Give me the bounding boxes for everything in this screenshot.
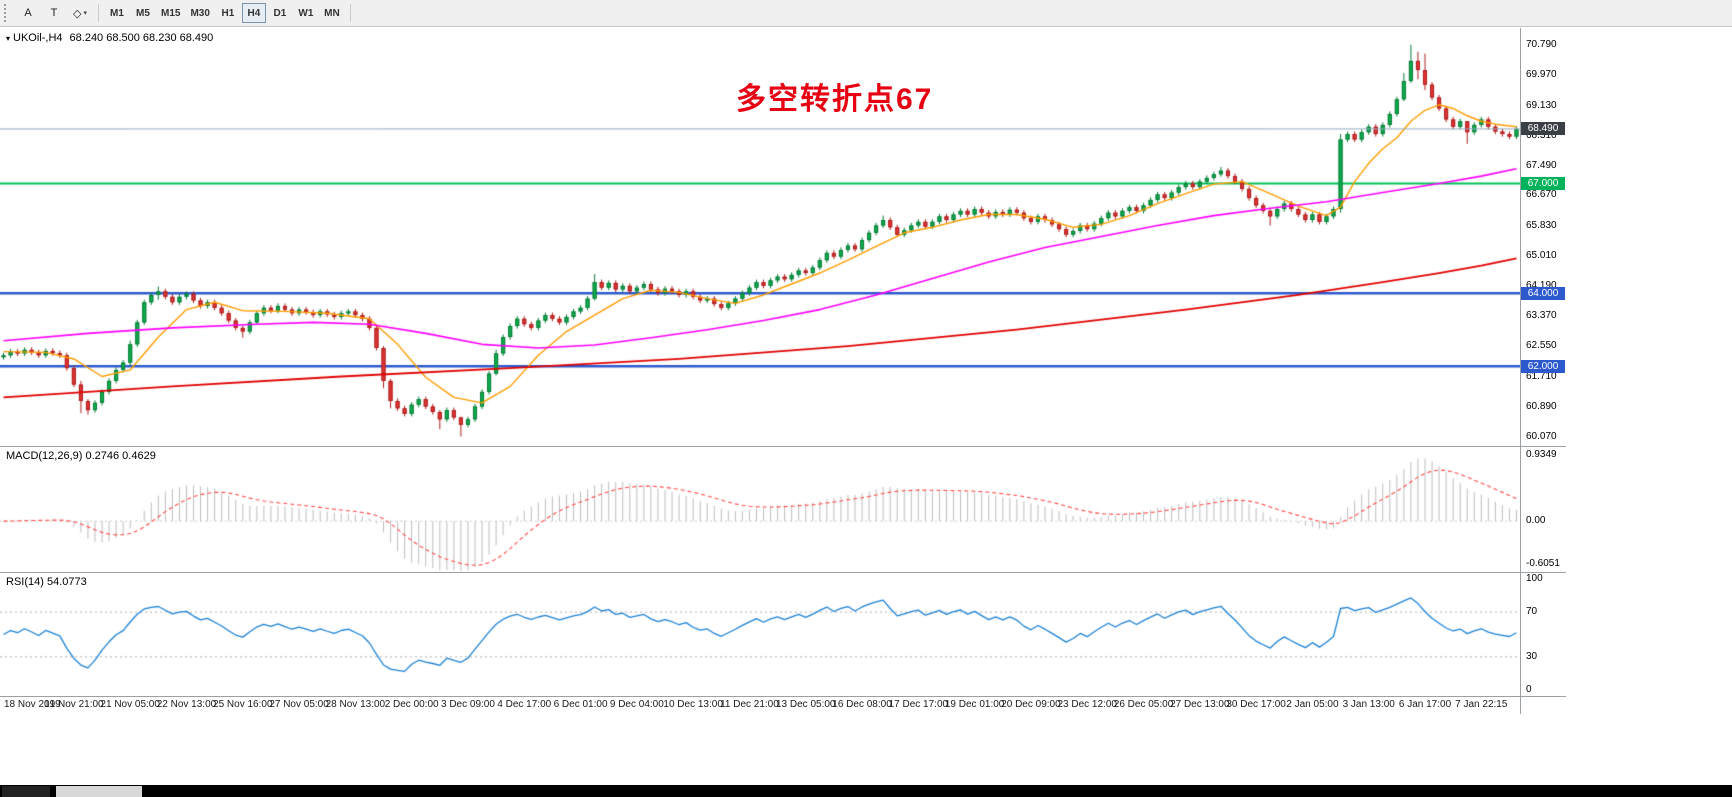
rsi-axis-label: 100 bbox=[1526, 572, 1543, 584]
price-tag-67000: 67.000 bbox=[1521, 176, 1565, 190]
time-axis-label: 16 Dec 08:00 bbox=[832, 699, 892, 710]
panel-divider-2[interactable] bbox=[0, 572, 1566, 573]
toolbar: A T ◇ ▾ M1 M5 M15 M30 H1 H4 D1 W1 MN bbox=[0, 0, 1732, 27]
time-axis-label: 9 Dec 04:00 bbox=[609, 699, 664, 710]
time-axis-label: 19 Dec 01:00 bbox=[944, 699, 1005, 710]
timeframe-d1-button[interactable]: D1 bbox=[268, 3, 292, 23]
time-axis-label: 4 Dec 17:00 bbox=[497, 699, 552, 710]
timeframe-m15-button[interactable]: M15 bbox=[157, 3, 184, 23]
time-axis-label: 3 Jan 13:00 bbox=[1342, 699, 1395, 710]
time-axis-divider bbox=[0, 696, 1566, 697]
price-tag-68490: 68.490 bbox=[1521, 122, 1565, 136]
time-axis-label: 2 Dec 00:00 bbox=[384, 699, 439, 710]
time-axis-label: 13 Dec 05:00 bbox=[775, 699, 836, 710]
price-axis-label: 64.190 bbox=[1526, 281, 1557, 291]
bottom-bar bbox=[0, 785, 1732, 797]
price-tag-64000: 64.000 bbox=[1521, 286, 1565, 300]
price-chart-canvas[interactable] bbox=[0, 28, 1520, 446]
symbol-ohlc-line: ▾ UKOil-,H4 68.240 68.500 68.230 68.490 bbox=[6, 32, 213, 44]
macd-canvas[interactable] bbox=[0, 447, 1520, 572]
rsi-panel: RSI(14) 54.0773 bbox=[0, 573, 1520, 696]
time-axis-label: 11 Dec 21:00 bbox=[720, 699, 779, 710]
timeframe-buttons: M1 M5 M15 M30 H1 H4 D1 W1 MN bbox=[104, 3, 345, 23]
time-axis-label: 20 Dec 09:00 bbox=[1001, 699, 1061, 710]
rsi-axis-label: 0 bbox=[1526, 684, 1532, 696]
price-axis-label: 70.790 bbox=[1526, 38, 1557, 50]
price-axis-label: 65.830 bbox=[1526, 220, 1557, 232]
chart-annotation-text: 多空转折点67 bbox=[736, 83, 934, 116]
timeframe-m1-button[interactable]: M1 bbox=[105, 3, 129, 23]
timeframe-w1-button[interactable]: W1 bbox=[294, 3, 318, 23]
time-axis-label: 2 Jan 05:00 bbox=[1286, 699, 1339, 710]
time-axis-label: 18 Nov 2019 bbox=[4, 699, 61, 710]
price-chart-panel: ▾ UKOil-,H4 68.240 68.500 68.230 68.490 多空… bbox=[0, 28, 1520, 446]
price-axis-label: 66.670 bbox=[1526, 189, 1557, 201]
time-axis-label: 27 Dec 13:00 bbox=[1170, 699, 1230, 710]
time-axis-label: 10 Dec 13:00 bbox=[663, 699, 723, 710]
toolbar-grip[interactable] bbox=[4, 4, 10, 22]
timeframe-m30-button[interactable]: M30 bbox=[186, 3, 213, 23]
time-axis-label: 6 Dec 01:00 bbox=[553, 699, 608, 710]
time-axis-label: 3 Dec 09:00 bbox=[440, 699, 495, 710]
macd-panel: MACD(12,26,9) 0.2746 0.4629 bbox=[0, 447, 1520, 572]
price-tag-62000: 62.000 bbox=[1521, 359, 1565, 373]
timeframe-h4-button[interactable]: H4 bbox=[241, 3, 266, 23]
bottom-bar-tab[interactable] bbox=[2, 786, 50, 797]
toolbar-tools: A T ◇ ▾ bbox=[15, 3, 93, 23]
time-axis-label: 19 Nov 21:00 bbox=[44, 699, 104, 710]
macd-axis-label: -0.6051 bbox=[1526, 557, 1560, 569]
price-axis-label: 60.070 bbox=[1526, 430, 1557, 442]
drawing-tools-dropdown-button[interactable]: ◇ ▾ bbox=[68, 3, 92, 23]
macd-axis-label: 0.00 bbox=[1526, 515, 1546, 527]
macd-axis-label: 0.9349 bbox=[1526, 449, 1557, 461]
time-axis-label: 30 Dec 17:00 bbox=[1226, 699, 1286, 710]
text-box-tool-icon: T bbox=[50, 7, 58, 19]
dropdown-caret-icon: ▾ bbox=[83, 10, 87, 17]
text-box-tool-button[interactable]: T bbox=[42, 3, 66, 23]
toolbar-separator bbox=[98, 4, 99, 22]
time-axis-label: 28 Nov 13:00 bbox=[325, 699, 386, 710]
price-axis-label: 61.710 bbox=[1526, 370, 1557, 382]
price-axis-label: 67.490 bbox=[1526, 159, 1557, 171]
ohlc-values: 68.240 68.500 68.230 68.490 bbox=[69, 32, 214, 44]
price-axis-label: 69.970 bbox=[1526, 68, 1557, 80]
time-axis-label: 21 Nov 05:00 bbox=[100, 699, 160, 710]
price-axis-label: 69.130 bbox=[1526, 99, 1557, 111]
price-axis-label: 62.550 bbox=[1526, 340, 1557, 352]
price-axis-label: 60.890 bbox=[1526, 400, 1557, 412]
text-label-tool-button[interactable]: A bbox=[16, 3, 40, 23]
rsi-axis-label: 30 bbox=[1526, 650, 1538, 662]
time-axis-label: 27 Nov 05:00 bbox=[269, 699, 329, 710]
time-axis-label: 23 Dec 12:00 bbox=[1057, 699, 1117, 710]
text-label-tool-icon: A bbox=[24, 7, 32, 19]
symbol-label: UKOil-,H4 bbox=[13, 32, 63, 44]
timeframe-m5-button[interactable]: M5 bbox=[131, 3, 155, 23]
price-axis-label: 63.370 bbox=[1526, 310, 1557, 322]
time-axis-label: 7 Jan 22:15 bbox=[1455, 699, 1508, 710]
toolbar-separator-2 bbox=[349, 4, 351, 22]
price-axis-label: 65.010 bbox=[1526, 250, 1557, 262]
macd-label: MACD(12,26,9) 0.2746 0.4629 bbox=[6, 450, 156, 462]
timeframe-mn-button[interactable]: MN bbox=[320, 3, 344, 23]
time-axis-label: 6 Jan 17:00 bbox=[1398, 699, 1452, 710]
time-axis-label: 26 Dec 05:00 bbox=[1113, 699, 1174, 710]
time-axis-label: 25 Nov 16:00 bbox=[213, 699, 273, 710]
rsi-canvas[interactable] bbox=[0, 573, 1520, 696]
rsi-axis-label: 70 bbox=[1526, 606, 1538, 618]
time-axis-label: 22 Nov 13:00 bbox=[156, 699, 217, 710]
bottom-bar-segment[interactable] bbox=[56, 786, 142, 797]
price-axis-border bbox=[1520, 28, 1521, 714]
timeframe-h1-button[interactable]: H1 bbox=[216, 3, 240, 23]
chevron-down-icon[interactable]: ▾ bbox=[6, 34, 11, 43]
panel-divider[interactable] bbox=[0, 446, 1566, 447]
drawing-tools-dropdown-icon: ◇ bbox=[73, 7, 82, 20]
rsi-label: RSI(14) 54.0773 bbox=[6, 576, 87, 588]
time-axis-label: 17 Dec 17:00 bbox=[888, 699, 949, 710]
